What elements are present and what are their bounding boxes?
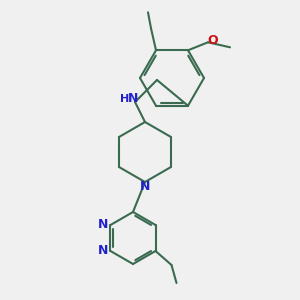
Text: N: N <box>98 244 109 257</box>
Text: N: N <box>98 218 109 232</box>
Text: O: O <box>208 34 218 47</box>
Text: N: N <box>140 181 150 194</box>
Text: N: N <box>128 92 138 106</box>
Text: H: H <box>120 94 130 104</box>
